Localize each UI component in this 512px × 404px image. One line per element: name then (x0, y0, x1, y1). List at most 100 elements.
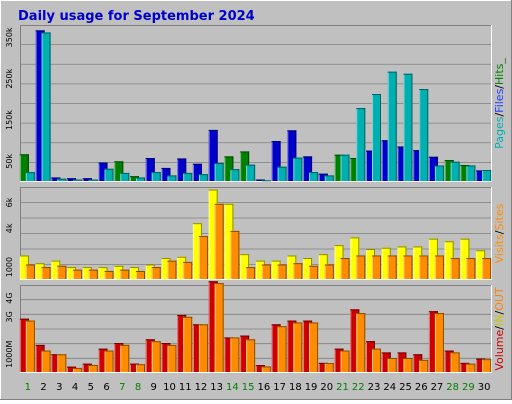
hits-pages-bar (161, 167, 171, 181)
volume-out-bar (41, 350, 51, 372)
hits-pages-bar (444, 160, 454, 181)
volume-out-bar (88, 364, 98, 372)
hits-legend-part: Hits_ (493, 58, 506, 85)
day-label: 30 (478, 382, 491, 393)
volume-volume-bar (397, 352, 407, 372)
visits-visits-bar (428, 238, 438, 279)
hits-legend-part: / (493, 85, 506, 89)
volume-ytick-label: 3G (5, 311, 14, 322)
visits-visits-bar (255, 260, 265, 279)
visits-legend-part: / (493, 230, 506, 234)
day-label: 21 (336, 382, 349, 393)
hits-pages-bar (271, 141, 281, 181)
hits-pages-bar (114, 161, 124, 181)
volume-out-bar (246, 339, 256, 372)
volume-out-bar (25, 320, 35, 372)
volume-out-bar (482, 359, 492, 372)
visits-visits-bar (240, 254, 250, 279)
visits-sites-bar (198, 236, 208, 279)
day-label: 3 (56, 382, 62, 393)
volume-out-bar (183, 316, 193, 372)
hits-pages-bar (397, 146, 407, 181)
volume-legend-part: IN (493, 315, 506, 326)
visits-sites-bar (372, 255, 381, 279)
visits-visits-bar (271, 260, 281, 279)
volume-volume-bar (413, 354, 423, 372)
volume-volume-bar (271, 324, 281, 372)
volume-volume-bar (67, 366, 77, 372)
visits-sites-bar (183, 261, 193, 279)
visits-visits-bar (130, 267, 139, 279)
volume-volume-bar (476, 358, 486, 372)
hits-legend-part: Pages (493, 116, 506, 149)
hits-ytick-label: 250k (5, 68, 14, 88)
visits-sites-bar (120, 269, 130, 279)
visits-sites-bar (73, 269, 83, 279)
volume-volume-bar (381, 352, 391, 372)
day-label: 12 (195, 382, 208, 393)
volume-legend-part: / (493, 311, 506, 315)
day-label: 8 (135, 382, 141, 393)
volume-volume-bar (303, 320, 313, 372)
visits-sites-bar (387, 255, 397, 279)
hits-pages-bar (145, 158, 155, 181)
day-label: 19 (305, 382, 318, 393)
hits-hits-bar (151, 172, 161, 181)
day-label: 27 (431, 382, 444, 393)
hits-hits-bar (356, 108, 366, 181)
day-label: 17 (273, 382, 286, 393)
volume-volume-bar (255, 365, 265, 372)
hits-hits-bar (57, 178, 67, 181)
volume-out-bar (324, 363, 334, 372)
hits-pages-bar (460, 165, 470, 181)
hits-legend-part: / (493, 113, 506, 117)
visits-legend-part: Sites (493, 203, 506, 230)
visits-visits-bar (19, 255, 29, 279)
hits-hits-bar (167, 175, 177, 181)
day-label: 25 (399, 382, 412, 393)
visits-visits-bar (114, 265, 124, 279)
hits-ytick-label: 50k (5, 154, 14, 169)
visits-sites-bar (41, 267, 51, 279)
volume-volume-bar (161, 343, 171, 372)
volume-legend-part: OUT (493, 287, 506, 311)
hits-hits-bar (419, 89, 429, 181)
visits-sites-bar (246, 267, 256, 279)
volume-out-bar (57, 354, 67, 372)
hits-hits-bar (120, 172, 130, 181)
day-label: 23 (368, 382, 381, 393)
visits-sites-bar (419, 255, 429, 279)
hits-pages-bar (208, 129, 218, 181)
volume-out-bar (198, 324, 208, 372)
day-label: 6 (103, 382, 109, 393)
volume-volume-bar (318, 362, 328, 372)
volume-ytick-label: 1000M (5, 341, 14, 368)
hits-pages-bar (19, 154, 29, 181)
visits-sites-bar (403, 255, 413, 279)
visits-sites-bar (450, 258, 460, 279)
hits-pages-bar (287, 130, 297, 181)
volume-legend-label: Volume/IN/OUT (493, 287, 506, 371)
volume-out-bar (230, 337, 240, 372)
visits-visits-bar (476, 250, 486, 279)
day-label: 15 (242, 382, 255, 393)
volume-out-bar (434, 313, 444, 372)
visits-sites-bar (261, 264, 271, 279)
visits-sites-bar (136, 270, 145, 279)
volume-out-bar (403, 358, 413, 372)
day-label: 16 (257, 382, 270, 393)
visits-visits-bar (366, 249, 375, 279)
volume-out-bar (136, 364, 145, 372)
hits-hits-bar (25, 172, 35, 181)
visits-sites-bar (309, 265, 319, 279)
hits-pages-bar (67, 178, 77, 181)
hits-hits-bar (214, 162, 224, 181)
hits-hits-bar (340, 154, 350, 181)
hits-pages-bar (82, 178, 92, 181)
visits-visits-bar (413, 246, 423, 279)
hits-hits-bar (136, 177, 145, 181)
visits-visits-bar (303, 258, 313, 279)
hits-hits-bar (183, 172, 193, 181)
chart-panels: 50k150k250k350kPages/Files/Hits_10004k6k… (5, 25, 506, 373)
